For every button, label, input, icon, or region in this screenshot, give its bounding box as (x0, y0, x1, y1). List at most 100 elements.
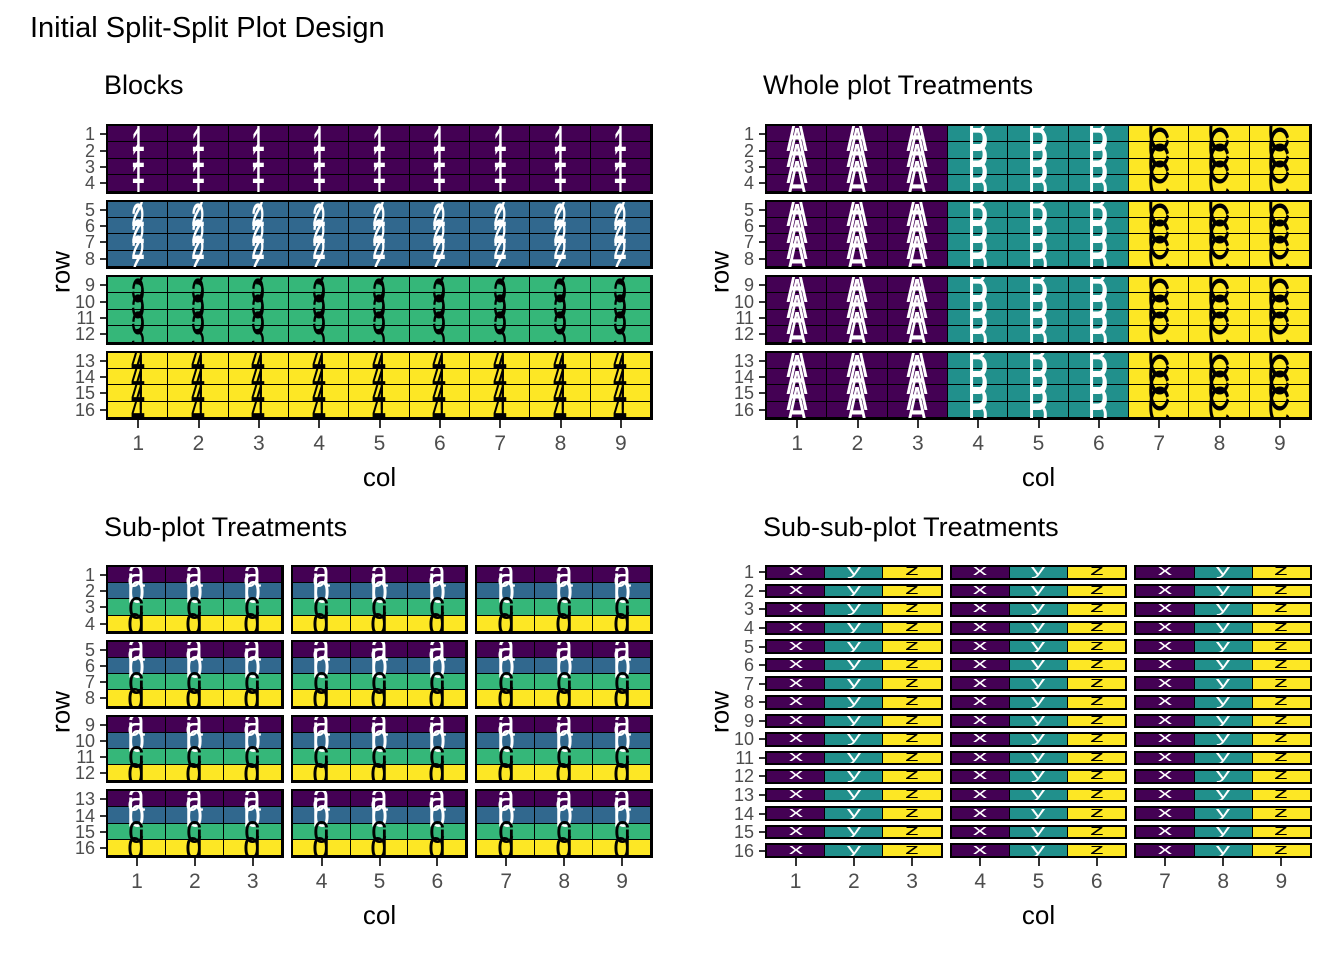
tile-label: z (1089, 602, 1104, 616)
tile-label: B (1087, 124, 1109, 180)
tile-label: y (846, 787, 861, 802)
tile (1129, 201, 1189, 217)
tile (1068, 352, 1128, 368)
y-tick (100, 300, 106, 303)
tile-label: d (185, 749, 204, 784)
tile-label: x (788, 676, 803, 691)
facet-panel: x y z (949, 565, 1128, 580)
tile (1252, 845, 1310, 856)
y-tick-label: 15 (74, 821, 95, 842)
tile-label: C (1147, 224, 1171, 269)
tile-label: d (370, 749, 388, 784)
tile-label: 1 (613, 124, 628, 164)
tile-label: 2 (130, 199, 145, 255)
tile-label: B (1027, 275, 1049, 331)
y-tick-label: 5 (84, 199, 95, 220)
y-tick-label: 1 (84, 565, 95, 586)
tile (590, 234, 650, 250)
x-tick-label: 2 (847, 870, 860, 893)
tile (1068, 771, 1126, 782)
tile (1009, 622, 1068, 634)
tile-label: C (1147, 275, 1171, 331)
tile-label: C (1147, 207, 1171, 269)
tile (108, 748, 165, 765)
tile-label: c (244, 658, 261, 703)
tile (1189, 326, 1249, 342)
tile-label: 4 (492, 358, 507, 420)
tile-label: c (497, 732, 514, 777)
tile (409, 385, 469, 401)
tile-label: B (967, 350, 989, 390)
tile-label: b (612, 641, 631, 686)
tile-label: 3 (492, 275, 507, 315)
tile-label: B (1087, 132, 1109, 194)
tile-label: d (370, 674, 388, 709)
tile (883, 845, 941, 856)
tile-label: y (1216, 787, 1231, 802)
tile (530, 352, 590, 368)
y-tick-label: 8 (84, 688, 95, 709)
tile (530, 401, 590, 417)
facet-panel: x y z (765, 676, 943, 691)
tile (470, 126, 530, 142)
tile (228, 201, 288, 217)
tile-label: a (127, 714, 146, 745)
tile-label: 2 (371, 199, 387, 239)
x-tick-label: 6 (431, 870, 444, 893)
tile-label: C (1267, 275, 1291, 315)
tile (767, 585, 825, 597)
tile (292, 690, 350, 706)
tile (168, 126, 228, 142)
tile-label: 4 (130, 358, 145, 420)
tile-label: C (1267, 148, 1291, 194)
tile (951, 808, 1009, 819)
tile (228, 175, 288, 191)
tile-label: c (555, 658, 572, 703)
tile-label: x (1157, 565, 1173, 579)
tile-label: x (1157, 806, 1173, 821)
tile-label: c (186, 807, 203, 852)
tile-label: A (786, 375, 808, 420)
tile (1189, 175, 1249, 191)
y-tick (100, 574, 106, 577)
tile (108, 716, 165, 732)
tile (951, 678, 1009, 689)
tile (289, 385, 349, 401)
tile (951, 696, 1009, 708)
tile (349, 385, 409, 401)
tile (223, 732, 281, 748)
tile-label: b (612, 716, 631, 761)
tile-label: z (1274, 694, 1289, 709)
tile (228, 158, 288, 175)
tile (292, 657, 350, 674)
tile-label: 4 (492, 350, 507, 390)
tile-label: 3 (130, 275, 145, 331)
y-tick-label: 8 (84, 248, 95, 269)
tile-label: y (846, 657, 861, 672)
tile-label: B (1027, 124, 1049, 164)
tile (408, 567, 466, 583)
tile-label: B (1087, 207, 1109, 269)
tile-label: B (1027, 350, 1049, 390)
tile-label: x (788, 806, 803, 821)
tile (887, 401, 947, 417)
tile-label: z (904, 732, 920, 746)
tile (349, 401, 409, 417)
tile (350, 748, 408, 765)
y-tick (759, 333, 765, 336)
tile-label: x (973, 583, 988, 598)
tile-label: 1 (311, 148, 326, 194)
facet-panel: x y z (1134, 769, 1312, 784)
tile-label: A (846, 299, 868, 345)
y-tick (759, 359, 765, 362)
tile (951, 845, 1009, 856)
tile (1008, 201, 1068, 217)
y-tick (759, 775, 765, 778)
tile (593, 791, 650, 807)
tile (887, 201, 947, 217)
tile-label: z (904, 565, 920, 579)
tile-label: a (370, 789, 388, 820)
